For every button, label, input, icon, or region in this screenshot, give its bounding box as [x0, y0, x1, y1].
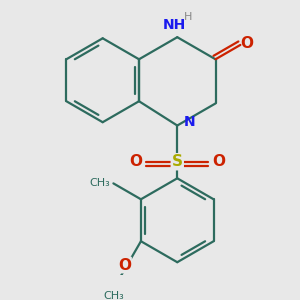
Text: CH₃: CH₃: [103, 291, 124, 300]
Text: O: O: [212, 154, 225, 169]
Text: S: S: [172, 154, 183, 169]
Text: H: H: [184, 13, 192, 22]
Text: CH₃: CH₃: [89, 178, 110, 188]
Text: N: N: [184, 116, 195, 129]
Text: O: O: [240, 36, 253, 51]
Text: NH: NH: [163, 18, 186, 32]
Text: O: O: [118, 257, 131, 272]
Text: O: O: [129, 154, 142, 169]
